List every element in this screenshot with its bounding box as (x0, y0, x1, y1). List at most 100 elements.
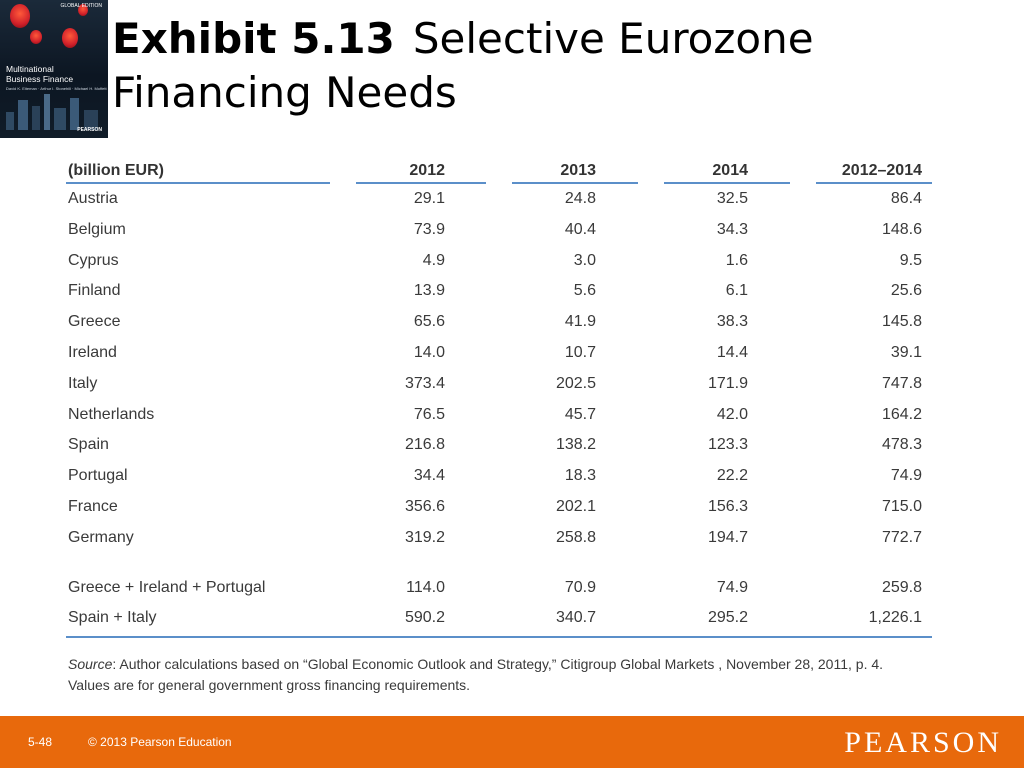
cell-2012: 76.5 (413, 405, 445, 423)
cell-2014: 34.3 (716, 220, 748, 238)
table-row: Finland 13.9 5.6 6.1 25.6 (66, 276, 932, 307)
cell-2014: 22.2 (716, 467, 748, 485)
cover-publisher: PEARSON (77, 127, 102, 133)
exhibit-number: Exhibit 5.13 (112, 14, 395, 63)
header-2014: 2014 (712, 162, 748, 179)
cell-total: 772.7 (881, 528, 922, 546)
summary-row: Spain + Italy 590.2 340.7 295.2 1,226.1 (66, 603, 932, 634)
table-row: Belgium 73.9 40.4 34.3 148.6 (66, 215, 932, 246)
lantern-graphic (62, 28, 78, 48)
cell-2014: 32.5 (716, 190, 748, 207)
cell-2013: 3.0 (573, 251, 596, 269)
cell-2014: 74.9 (716, 578, 748, 596)
cell-2013: 202.1 (555, 497, 596, 515)
table-row: Cyprus 4.9 3.0 1.6 9.5 (66, 246, 932, 277)
header-unit: (billion EUR) (68, 162, 164, 179)
cell-2014: 295.2 (707, 609, 748, 627)
cover-title-line1: Multinational (6, 64, 54, 74)
cover-title-line2: Business Finance (6, 74, 74, 84)
financing-needs-table: (billion EUR) 2012 2013 2014 2012–2014 A… (66, 156, 932, 639)
table-row: Portugal 34.4 18.3 22.2 74.9 (66, 461, 932, 492)
cell-label: Netherlands (68, 405, 155, 423)
cell-total: 39.1 (890, 343, 922, 361)
cell-2012: 114.0 (406, 578, 445, 596)
source-label: Source (68, 656, 113, 672)
header-2012: 2012 (409, 162, 445, 179)
cell-label: Cyprus (68, 251, 119, 269)
cell-2014: 42.0 (716, 405, 748, 423)
header-2013: 2013 (560, 162, 596, 179)
cell-2012: 34.4 (413, 467, 445, 485)
table-row: Ireland 14.0 10.7 14.4 39.1 (66, 338, 932, 369)
book-cover-image: GLOBAL EDITION Multinational Business Fi… (0, 0, 108, 138)
cell-total: 164.2 (881, 405, 922, 423)
cell-2012: 29.1 (413, 190, 445, 207)
cell-2013: 138.2 (555, 436, 596, 454)
lantern-graphic (30, 30, 42, 44)
table-row: Netherlands 76.5 45.7 42.0 164.2 (66, 400, 932, 431)
header-rule (66, 182, 330, 184)
cell-2012: 65.6 (413, 313, 445, 331)
cell-2014: 6.1 (725, 282, 748, 300)
table-spacer (66, 554, 932, 573)
lantern-graphic (10, 4, 30, 28)
pearson-logo: PEARSON (844, 726, 1002, 759)
cell-2014: 123.3 (707, 436, 748, 454)
source-note: Source: Author calculations based on “Gl… (68, 654, 968, 696)
exhibit-title: Selective Eurozone Financing Needs (112, 14, 814, 117)
cell-2013: 45.7 (564, 405, 596, 423)
cell-label: Ireland (68, 343, 117, 361)
cover-edition: GLOBAL EDITION (60, 3, 103, 9)
cell-label: Greece + Ireland + Portugal (68, 578, 266, 596)
source-line: Source: Author calculations based on “Gl… (68, 654, 968, 675)
table-row: Germany 319.2 258.8 194.7 772.7 (66, 523, 932, 554)
cell-total: 478.3 (881, 436, 922, 454)
cell-label: Italy (68, 374, 98, 392)
cell-total: 715.0 (881, 497, 922, 515)
header-rule (664, 182, 790, 184)
cell-total: 86.4 (890, 190, 922, 207)
table-bottom-rule (66, 636, 932, 639)
header-total: 2012–2014 (841, 162, 922, 179)
cell-2012: 373.4 (404, 374, 445, 392)
header-rule (512, 182, 638, 184)
table-header-row: (billion EUR) 2012 2013 2014 2012–2014 (66, 156, 932, 184)
cell-2014: 1.6 (725, 251, 748, 269)
cell-label: Finland (68, 282, 121, 300)
cell-total: 1,226.1 (868, 609, 922, 627)
cell-2014: 156.3 (707, 497, 748, 515)
table-row: Spain 216.8 138.2 123.3 478.3 (66, 430, 932, 461)
table-row: Italy 373.4 202.5 171.9 747.8 (66, 369, 932, 400)
slide-title: Exhibit 5.13 Selective Eurozone Financing… (112, 12, 1012, 120)
cell-2012: 216.8 (404, 436, 445, 454)
cell-2012: 4.9 (422, 251, 445, 269)
cell-total: 259.8 (881, 578, 922, 596)
cell-label: Spain (68, 436, 109, 454)
header-rule (816, 182, 932, 184)
cell-2013: 5.6 (573, 282, 596, 300)
cover-authors: David K. Eiteman · Arthur I. Stonehill ·… (6, 86, 107, 91)
footer-bar: 5-48 © 2013 Pearson Education PEARSON (0, 716, 1024, 768)
cell-total: 145.8 (881, 313, 922, 331)
cell-2014: 38.3 (716, 313, 748, 331)
cell-label: Belgium (68, 220, 126, 238)
cell-2012: 356.6 (404, 497, 445, 515)
cell-total: 148.6 (881, 220, 922, 238)
cell-2012: 73.9 (413, 220, 445, 238)
cell-label: Portugal (68, 467, 128, 485)
cell-2013: 18.3 (564, 467, 596, 485)
summary-row: Greece + Ireland + Portugal 114.0 70.9 74.9… (66, 573, 932, 604)
cell-2012: 13.9 (413, 282, 445, 300)
page-number: 5-48 (28, 735, 53, 749)
cell-label: Spain + Italy (68, 609, 157, 627)
copyright: © 2013 Pearson Education (88, 735, 232, 749)
cell-label: Germany (68, 528, 134, 546)
cell-2013: 258.8 (555, 528, 596, 546)
cell-2013: 340.7 (555, 609, 596, 627)
cell-2013: 10.7 (564, 343, 596, 361)
cell-total: 9.5 (899, 251, 922, 269)
table-row: Austria 29.1 24.8 32.5 86.4 (66, 184, 932, 215)
source-text: : Author calculations based on “Global E… (112, 656, 884, 672)
cell-2013: 40.4 (564, 220, 596, 238)
header-rule (356, 182, 486, 184)
